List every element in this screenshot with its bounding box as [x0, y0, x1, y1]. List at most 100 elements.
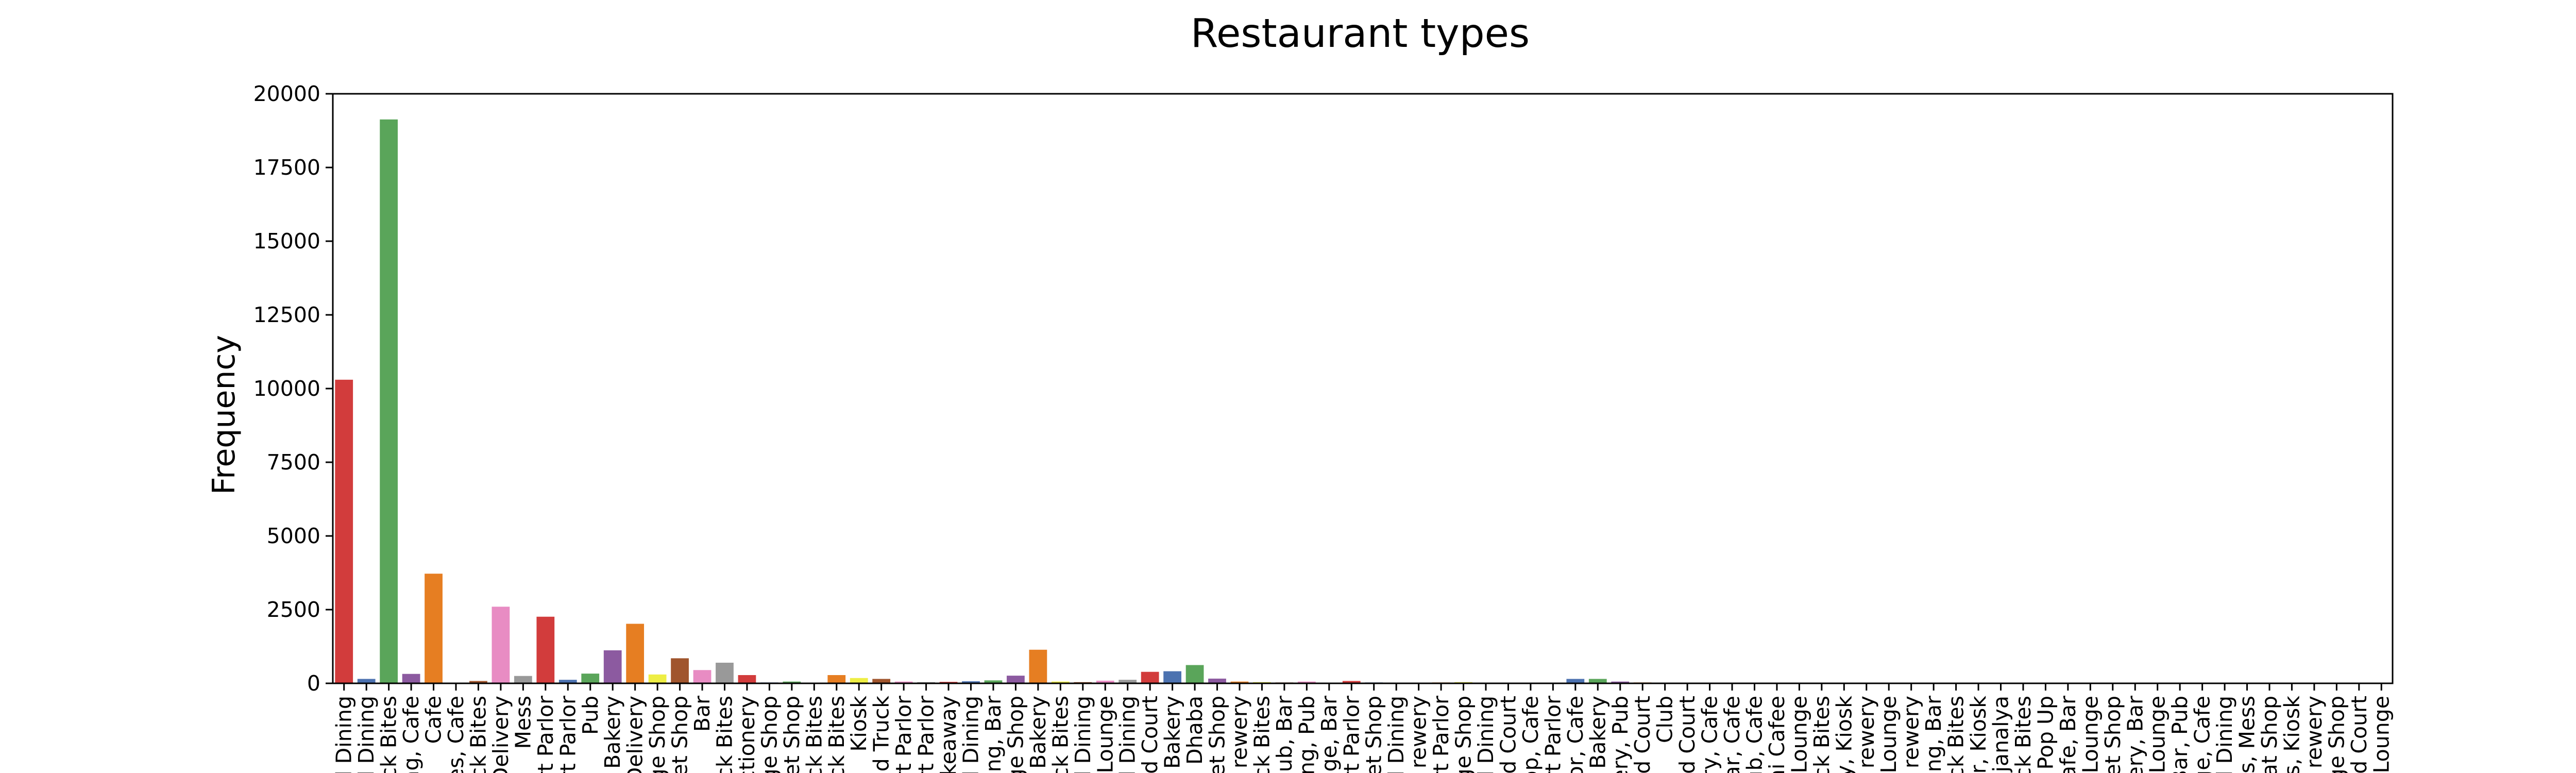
bar: [671, 658, 689, 683]
x-tick-label: ng, Bar: [1921, 696, 1946, 772]
x-tick-label: l Dining: [1115, 696, 1140, 773]
x-tick-label: Bar: [690, 696, 715, 732]
x-tick-label: d Truck: [869, 696, 894, 771]
x-tick-label: s, Mess: [2235, 696, 2260, 773]
bar: [380, 119, 398, 683]
bar: [1208, 678, 1226, 683]
x-tick-label: at Shop: [2257, 696, 2282, 773]
bar: [492, 607, 510, 683]
x-tick-label: rt Parlor: [1540, 696, 1565, 773]
bar: [1342, 681, 1361, 683]
chart-title: Restaurant types: [1191, 11, 1530, 57]
x-tick-label: ry, Cafe: [1698, 696, 1722, 773]
bar: [536, 616, 555, 683]
bar: [1588, 679, 1607, 683]
bar: [984, 680, 1003, 683]
bar: [738, 675, 756, 683]
x-tick-label: ck Bites: [1944, 696, 1969, 773]
x-tick-label: Mess: [511, 696, 535, 749]
plot-frame: [332, 93, 2394, 684]
x-tick-label: l Dining: [1473, 696, 1498, 773]
y-tick-label: 20000: [253, 81, 320, 106]
x-tick-label: Lounge: [1787, 696, 1811, 773]
y-tick-label: 2500: [267, 597, 320, 622]
bar: [357, 679, 376, 683]
bar: [1185, 665, 1204, 683]
bar: [469, 681, 487, 683]
y-tick-label: 0: [307, 671, 320, 696]
x-tick-label: Bakery: [1160, 696, 1185, 769]
x-tick-label: Lounge: [2078, 696, 2103, 773]
x-tick-label: ck Bites: [824, 696, 849, 773]
x-tick-label: rt Parlor: [1339, 696, 1364, 773]
x-tick-label: Kiosk: [846, 696, 871, 752]
bar: [827, 675, 846, 683]
x-tick-label: ck Bites: [802, 696, 826, 773]
x-tick-label: or, Cafe: [1563, 696, 1588, 773]
x-tick-label: l Dining: [959, 696, 984, 773]
x-tick-label: l Dining: [2212, 696, 2237, 773]
bar: [1118, 680, 1137, 683]
x-tick-label: Pop Up: [2033, 696, 2058, 769]
x-tick-label: d Court: [1630, 696, 1655, 773]
x-tick-label: ck Bites: [712, 696, 737, 773]
bar: [783, 681, 801, 683]
x-tick-label: rt Parlor: [555, 696, 580, 773]
x-tick-label: l Dining: [332, 696, 357, 773]
y-tick-label: 5000: [267, 524, 320, 548]
x-tick-label: Lounge: [1093, 696, 1117, 773]
x-tick-label: ge Shop: [757, 696, 782, 773]
x-tick-label: rewery: [1854, 696, 1879, 768]
x-tick-label: ge, Bar: [1317, 696, 1342, 772]
x-tick-label: ng, Bar: [981, 696, 1006, 772]
x-tick-label: ub, Cafe: [1742, 696, 1767, 773]
bar: [1297, 681, 1316, 683]
y-axis: 0 2500 5000 7500 10000 12500 15000 17500 20000: [253, 81, 333, 696]
bar: [648, 674, 667, 683]
x-tick-label: rt Parlor: [891, 696, 916, 773]
x-tick-label: ng, Pub: [1294, 696, 1319, 773]
x-tick-label: l Dining: [354, 696, 379, 773]
x-tick-label: ery, Pub: [1608, 696, 1633, 773]
y-tick-label: 12500: [253, 303, 320, 327]
x-tick-label: ge Shop: [1003, 696, 1028, 773]
x-tick-label: op, Cafe: [1518, 696, 1543, 773]
x-tick-label: ck Bites: [1809, 696, 1834, 773]
x-tick-label: ck Bites: [466, 696, 490, 773]
bar: [1566, 679, 1585, 683]
bar: [1163, 671, 1182, 683]
bar: [1611, 681, 1630, 683]
x-tick-label: rt Parlor: [914, 696, 939, 773]
x-tick-label: ck Bites: [1249, 696, 1274, 773]
x-tick-label: ge Shop: [645, 696, 670, 773]
bar: [514, 676, 532, 683]
x-tick-label: Delivery: [488, 696, 513, 773]
bar: [626, 624, 645, 683]
x-tick-label: ng, Cafe: [399, 696, 423, 773]
x-tick-label: s, Kiosk: [2279, 696, 2304, 773]
bar: [962, 681, 980, 683]
bar: [894, 681, 913, 683]
x-tick-label: rt Parlor: [533, 696, 558, 773]
x-tick-label: Pub: [578, 696, 603, 735]
bar: [603, 650, 622, 683]
bar: [581, 674, 600, 683]
x-tick-label: d Court: [2347, 696, 2371, 773]
x-tick-label: Lounge: [2369, 696, 2394, 773]
x-tick-label: et Shop: [779, 696, 804, 773]
x-tick-label: rt Parlor: [1429, 696, 1453, 773]
x-tick-label: Bar, Pub: [2167, 696, 2192, 773]
x-tick-label: Club: [1653, 696, 1677, 743]
x-tick-label: d Court: [1675, 696, 1700, 773]
x-tick-label: ck Bites: [1048, 696, 1073, 773]
x-tick-label: y, Kiosk: [1832, 696, 1856, 773]
x-tick-label: Cafe: [421, 696, 446, 744]
y-tick-label: 7500: [267, 450, 320, 475]
x-tick-label: et Shop: [1362, 696, 1386, 773]
x-tick-label: et Shop: [2100, 696, 2125, 773]
x-tick-label: Lounge: [2145, 696, 2170, 773]
x-tick-label: rewery: [1899, 696, 1924, 768]
x-tick-label: ck Bites: [377, 696, 401, 773]
x-tick-label: keaway: [936, 696, 961, 773]
